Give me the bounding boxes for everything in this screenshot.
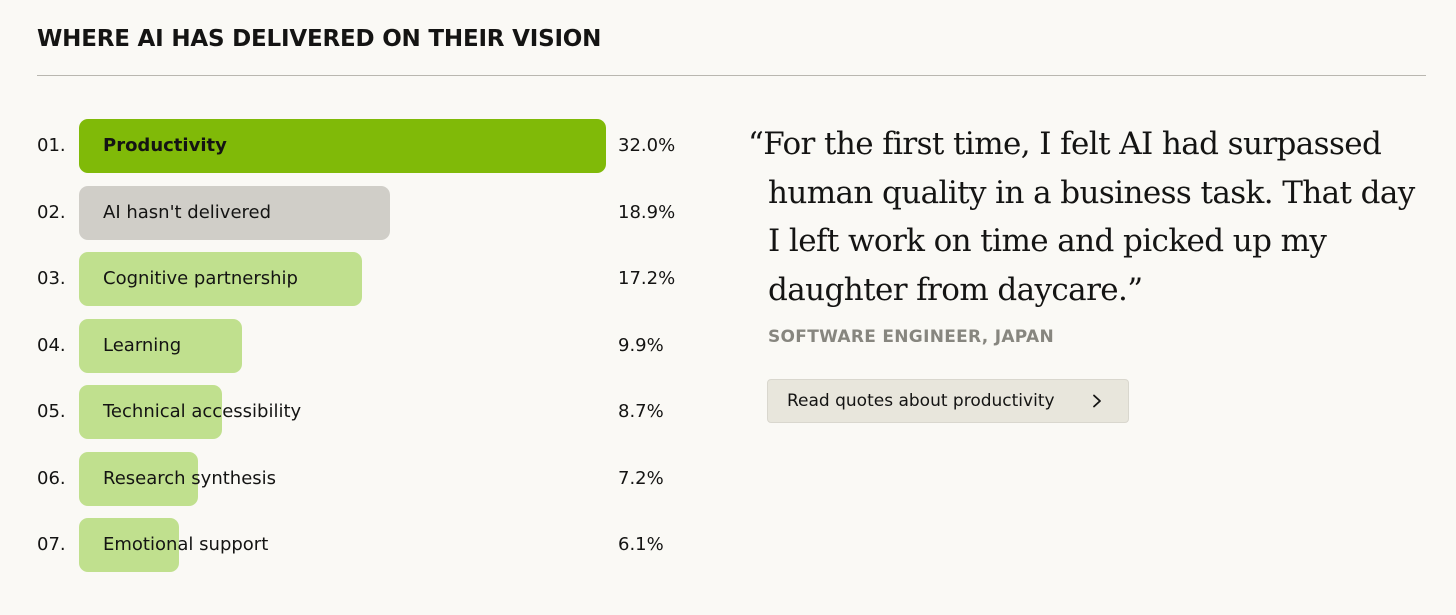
chart-row: 05. Technical accessibility 8.7%	[0, 385, 700, 439]
chart-row: 04. Learning 9.9%	[0, 318, 700, 373]
title-divider	[37, 75, 1426, 76]
value-label: 17.2%	[618, 268, 676, 289]
quote-line: I left work on time and picked up my	[768, 223, 1327, 259]
value-label: 8.7%	[618, 401, 664, 422]
category-label: Productivity	[103, 135, 227, 156]
bar	[79, 119, 606, 173]
chart-row: 03. Cognitive partnership 17.2%	[0, 252, 700, 306]
quote-line: “For the first time, I felt AI had surpa…	[748, 126, 1382, 162]
category-label: Cognitive partnership	[103, 268, 298, 289]
bar	[79, 451, 198, 506]
chart-row: 02. AI hasn't delivered 18.9%	[0, 185, 700, 240]
read-quotes-button[interactable]: Read quotes about productivity	[767, 379, 1129, 423]
chevron-right-icon	[1093, 394, 1101, 408]
bar	[79, 185, 390, 240]
value-label: 7.2%	[618, 467, 664, 489]
value-label: 9.9%	[618, 334, 664, 356]
chart-row: 01. Productivity 32.0%	[0, 119, 700, 173]
category-label: Emotional support	[103, 534, 269, 555]
category-label: Technical accessibility	[103, 401, 302, 422]
chart-row: 06. Research synthesis 7.2%	[0, 451, 700, 506]
chart-title: WHERE AI HAS DELIVERED ON THEIR VISION	[37, 26, 602, 52]
quote-attribution: SOFTWARE ENGINEER, JAPAN	[768, 327, 1054, 347]
rank-label: 03.	[37, 268, 66, 289]
bar	[79, 385, 222, 439]
category-label: Learning	[103, 334, 182, 356]
quote-line: daughter from daycare.”	[768, 271, 1143, 308]
rank-label: 06.	[37, 467, 66, 489]
rank-label: 05.	[37, 401, 66, 422]
category-label: AI hasn't delivered	[103, 201, 272, 223]
value-label: 18.9%	[618, 201, 676, 223]
rank-label: 01.	[37, 135, 66, 156]
rank-label: 02.	[37, 201, 66, 223]
bar	[79, 318, 242, 373]
value-label: 32.0%	[618, 135, 676, 156]
bar	[79, 252, 362, 306]
featured-quote: “For the first time, I felt AI had surpa…	[748, 120, 1438, 314]
quote-line: human quality in a business task. That d…	[768, 174, 1415, 211]
bar	[79, 518, 179, 572]
rank-label: 04.	[37, 334, 66, 356]
value-label: 6.1%	[618, 534, 664, 555]
chart-row: 07. Emotional support 6.1%	[0, 518, 700, 572]
rank-label: 07.	[37, 534, 66, 555]
read-quotes-label: Read quotes about productivity	[787, 391, 1055, 411]
category-label: Research synthesis	[103, 467, 277, 489]
